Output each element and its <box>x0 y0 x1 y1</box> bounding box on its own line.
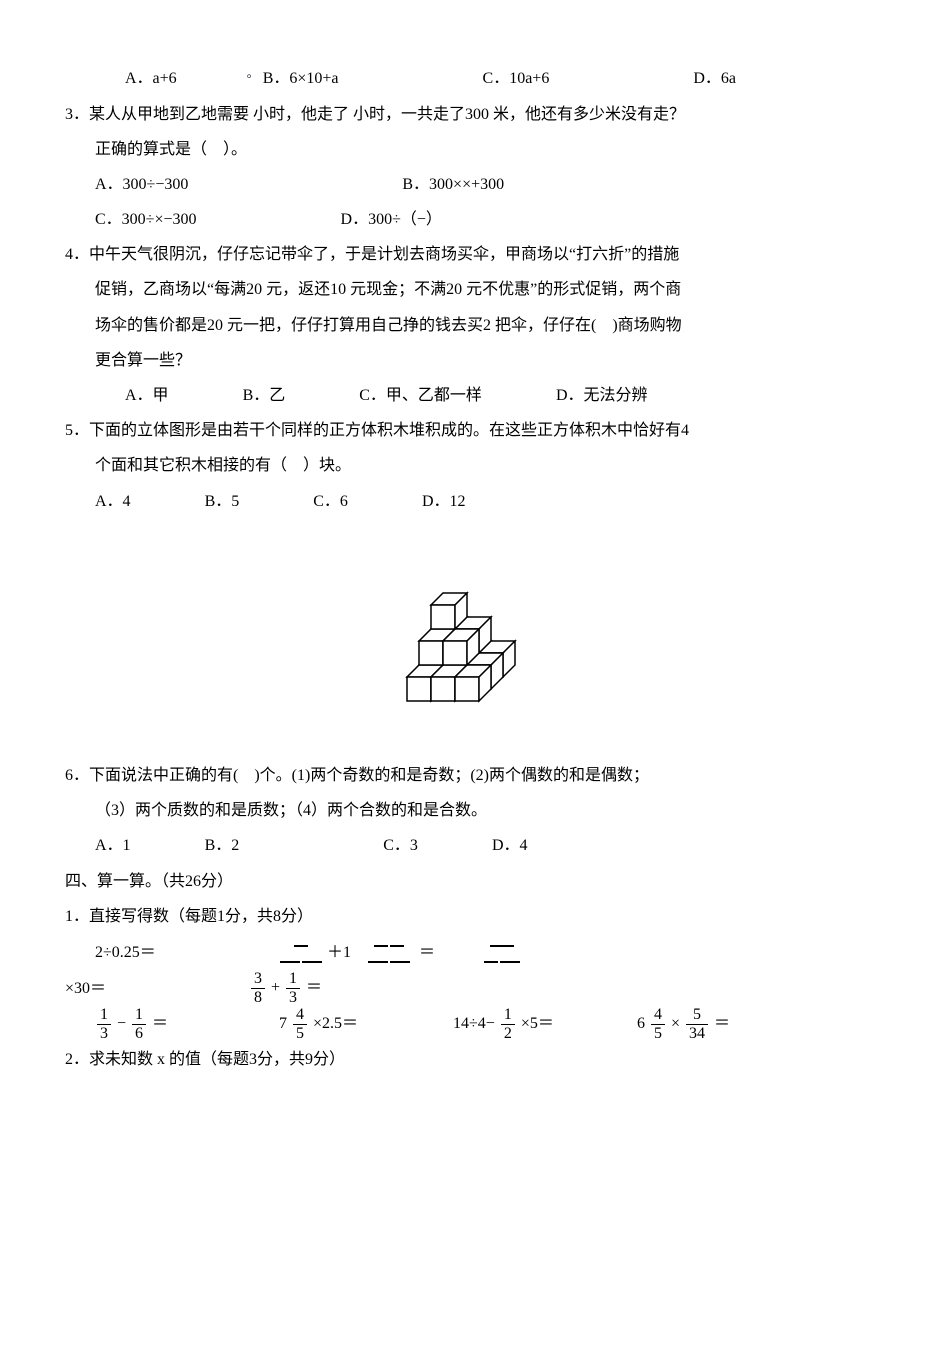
minus-sign: − <box>117 1015 126 1032</box>
calc3c-pre: 14÷4− <box>453 1015 495 1032</box>
q6-line2: （3）两个质数的和是质数；（4）两个合数的和是合数。 <box>95 793 885 828</box>
calc-eq3a: ＝ <box>152 1015 168 1032</box>
q6-opt-c: C．3 <box>383 828 418 863</box>
q4-opt-d: D．无法分辨 <box>556 378 648 413</box>
q5-opt-d: D．12 <box>422 484 466 519</box>
q3-opt-c: C．300÷×−300 <box>95 202 197 237</box>
calc-eq3c: ×5＝ <box>521 1015 554 1032</box>
q2-opt-a: A．a+6 <box>125 61 177 96</box>
q6-opt-b: B．2 <box>205 828 240 863</box>
calc-13-minus-16: 13 − 16 ＝ <box>95 1006 275 1042</box>
q6-opt-d: D．4 <box>492 828 528 863</box>
calc1-row1: 2÷0.25＝ ＋1 ＝ <box>95 934 885 970</box>
mixed-7: 7 <box>279 1015 287 1032</box>
q4-line4: 更合算一些？ <box>95 343 885 378</box>
calc1-row3: 13 − 16 ＝ 7 45 ×2.5＝ 14÷4− 12 ×5＝ 6 45 ×… <box>95 1006 885 1042</box>
q5-opt-a: A．4 <box>95 484 131 519</box>
frac-5-34: 534 <box>686 1007 708 1042</box>
frac-4-5: 45 <box>293 1007 307 1042</box>
q5-opt-b: B．5 <box>205 484 240 519</box>
section4-title: 四、算一算。（共26分） <box>65 864 885 899</box>
calc-eq2: ＝ <box>306 979 322 996</box>
q3-opts-row2: C．300÷×−300 D．300÷（−） <box>95 202 885 237</box>
q4-line3: 场伞的售价都是20 元一把，仔仔打算用自己挣的钱去买2 把伞，仔仔在( )商场购… <box>95 308 885 343</box>
q3-opt-d: D．300÷（−） <box>341 202 442 237</box>
q2-options: A．a+6 。 B．6×10+a C．10a+6 D．6a <box>125 60 885 97</box>
q4-options: A．甲 B．乙 C．甲、乙都一样 D．无法分辨 <box>125 378 885 413</box>
q4-line2: 促销，乙商场以“每满20 元，返还10 元现金；不满20 元不优惠”的形式促销，… <box>95 272 885 307</box>
frac-4-5b: 45 <box>651 1007 665 1042</box>
q6-options: A．1 B．2 C．3 D．4 <box>95 828 885 863</box>
q4-line1: 4．中午天气很阴沉，仔仔忘记带伞了，于是计划去商场买伞，甲商场以“打六折”的措施 <box>65 237 885 272</box>
q4-opt-c: C．甲、乙都一样 <box>359 378 482 413</box>
q6-line1: 6．下面说法中正确的有( )个。(1)两个奇数的和是奇数；(2)两个偶数的和是偶… <box>65 758 885 793</box>
strike-group-2 <box>367 937 411 969</box>
calc-strike-plus1: ＋1 ＝ <box>279 935 479 970</box>
calc-eq3d: ＝ <box>714 1015 730 1032</box>
dot-mark: 。 <box>247 66 259 80</box>
plus-sign: + <box>271 979 280 996</box>
calc-eq1: ＝ <box>419 944 435 961</box>
q3-line1: 3．某人从甲地到乙地需要 小时，他走了 小时，一共走了300 米，他还有多少米没… <box>65 97 885 132</box>
q3-opts-row1: A．300÷−300 B．300××+300 <box>95 167 885 202</box>
frac-1-6: 16 <box>132 1007 146 1042</box>
q5-opt-c: C．6 <box>313 484 348 519</box>
calc2-title: 2．求未知数 x 的值（每题3分，共9分） <box>65 1042 885 1077</box>
cube-svg <box>375 525 575 735</box>
calc-times30: ×30＝ <box>65 971 245 1006</box>
frac-3-8: 38 <box>251 971 265 1006</box>
mixed-6: 6 <box>637 1015 645 1032</box>
q3-opt-a: A．300÷−300 <box>95 167 188 202</box>
q6-opt-a: A．1 <box>95 828 131 863</box>
frac-1-3b: 13 <box>97 1007 111 1042</box>
calc1-row2: ×30＝ 38 + 13 ＝ <box>65 970 885 1006</box>
frac-1-2: 12 <box>501 1007 515 1042</box>
calc-14div4-minus-half-times5: 14÷4− 12 ×5＝ <box>453 1006 633 1042</box>
calc-strike-right <box>483 935 653 970</box>
strike-group-3 <box>483 937 521 969</box>
q4-opt-a: A．甲 <box>125 378 169 413</box>
cube-figure <box>65 525 885 748</box>
q5-line1: 5．下面的立体图形是由若干个同样的正方体积木堆积成的。在这些正方体积木中恰好有4 <box>65 413 885 448</box>
q4-opt-b: B．乙 <box>243 378 286 413</box>
calc-2div025: 2÷0.25＝ <box>95 935 275 970</box>
calc1-title: 1．直接写得数（每题1分，共8分） <box>65 899 885 934</box>
calc-6-45-times-5over34: 6 45 × 534 ＝ <box>637 1006 797 1042</box>
q5-line2: 个面和其它积木相接的有（ ）块。 <box>95 448 885 483</box>
calc-plus1: ＋1 <box>327 944 351 961</box>
q2-opt-c: C．10a+6 <box>483 61 550 96</box>
frac-1-3: 13 <box>286 971 300 1006</box>
strike-group-1 <box>279 937 323 969</box>
times-sign: × <box>671 1015 680 1032</box>
calc-eq3b: ×2.5＝ <box>313 1015 358 1032</box>
q3-line2: 正确的算式是（ ）。 <box>95 132 885 167</box>
calc-7-45-times25: 7 45 ×2.5＝ <box>279 1006 449 1042</box>
q5-options: A．4 B．5 C．6 D．12 <box>95 484 885 519</box>
q2-opt-b: B．6×10+a <box>263 61 339 96</box>
q2-opt-d: D．6a <box>693 61 736 96</box>
calc-38-plus-13: 38 + 13 ＝ <box>249 970 449 1006</box>
q3-opt-b: B．300××+300 <box>402 167 504 202</box>
